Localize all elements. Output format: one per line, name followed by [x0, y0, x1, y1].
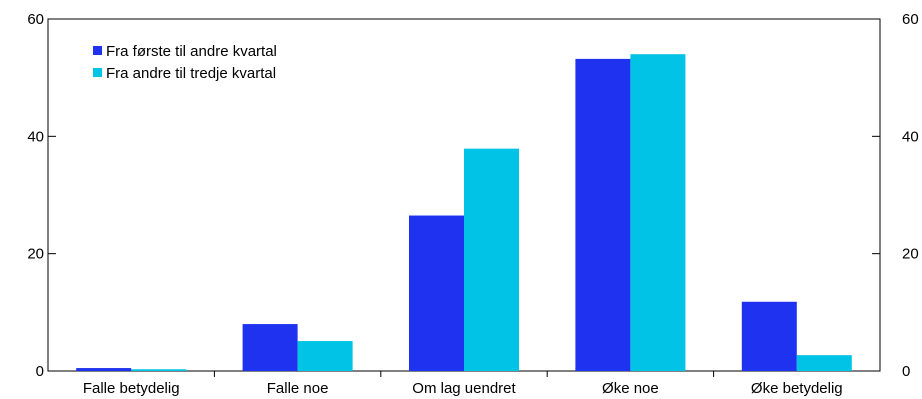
y-tick-label-right: 40 [902, 128, 919, 145]
bar-q2-q3-2 [464, 148, 519, 371]
y-tick-label-left: 0 [36, 363, 44, 380]
bar-q2-q3-0 [131, 369, 187, 371]
bar-q2-q3-3 [630, 54, 686, 371]
y-tick-label-left: 60 [27, 11, 44, 28]
legend-label: Fra første til andre kvartal [106, 43, 277, 60]
right-axis: 0 20 40 60 [872, 11, 919, 380]
bar-q1-q2-4 [741, 301, 797, 371]
legend-swatch [93, 46, 102, 55]
bar-q2-q3-1 [297, 341, 353, 371]
bar-q1-q2-2 [409, 215, 464, 371]
y-tick-label-right: 0 [902, 363, 910, 380]
x-category-label: Øke betydelig [751, 380, 843, 397]
y-tick-label-left: 40 [27, 128, 44, 145]
bar-q2-q3-4 [796, 355, 852, 371]
left-axis: 0 20 40 60 [27, 11, 56, 380]
bars-group [76, 54, 852, 371]
x-category-label: Øke noe [602, 380, 659, 397]
x-category-label: Om lag uendret [412, 380, 516, 397]
legend-label: Fra andre til tredje kvartal [106, 65, 276, 82]
x-category-label: Falle noe [267, 380, 329, 397]
legend: Fra første til andre kvartal Fra andre ti… [93, 43, 277, 82]
bar-q1-q2-3 [575, 58, 631, 371]
category-labels: Falle betydelig Falle noe Om lag uendret Øk… [83, 371, 843, 397]
y-tick-label-right: 20 [902, 246, 919, 263]
x-category-label: Falle betydelig [83, 380, 180, 397]
bar-q1-q2-0 [76, 368, 132, 371]
y-tick-label-left: 20 [27, 246, 44, 263]
bar-q1-q2-1 [242, 324, 298, 371]
legend-swatch [93, 68, 102, 77]
y-tick-label-right: 60 [902, 11, 919, 28]
